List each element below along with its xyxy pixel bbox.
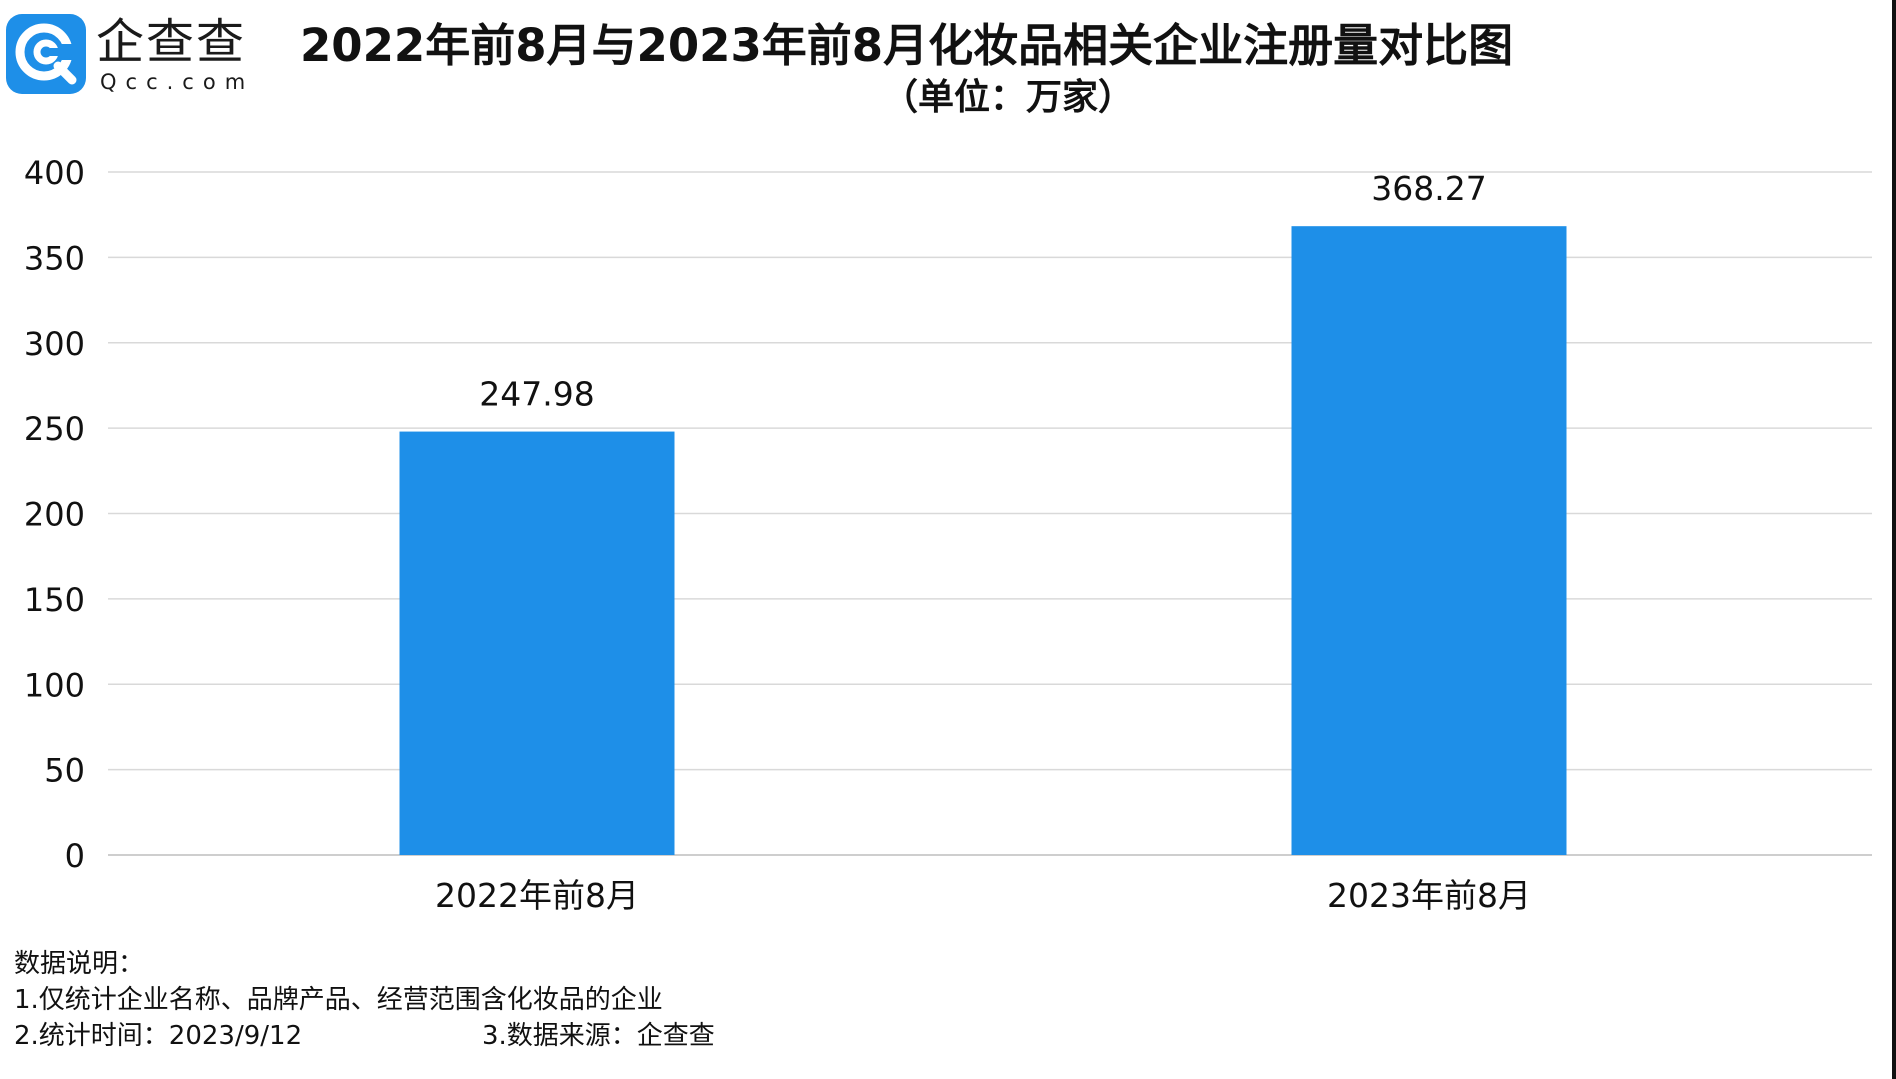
x-tick-label: 2022年前8月 xyxy=(435,876,639,915)
data-notes: 数据说明： 1.仅统计企业名称、品牌产品、经营范围含化妆品的企业 2.统计时间：… xyxy=(14,946,715,1054)
y-tick-label: 50 xyxy=(44,752,85,790)
y-tick-label: 150 xyxy=(24,581,85,619)
notes-line-3: 3.数据来源：企查查 xyxy=(482,1021,715,1051)
notes-line-2: 2.统计时间：2023/9/12 xyxy=(14,1021,303,1051)
bar xyxy=(399,431,675,855)
chart-title: 2022年前8月与2023年前8月化妆品相关企业注册量对比图 xyxy=(300,19,1514,72)
y-tick-label: 250 xyxy=(24,410,85,448)
brand-name: 企查查 xyxy=(96,14,247,70)
brand-domain: Qcc.com xyxy=(100,70,255,94)
y-tick-label: 0 xyxy=(65,837,85,875)
qcc-logo-icon xyxy=(15,23,77,85)
data-label: 368.27 xyxy=(1371,169,1486,208)
y-tick-label: 100 xyxy=(24,666,85,704)
qcc-logo xyxy=(6,14,86,94)
y-tick-label: 400 xyxy=(24,154,85,192)
bar xyxy=(1291,226,1567,856)
frame-edge xyxy=(1892,0,1896,1079)
notes-line-1: 1.仅统计企业名称、品牌产品、经营范围含化妆品的企业 xyxy=(14,985,663,1015)
chart-subtitle: （单位：万家） xyxy=(881,77,1134,118)
y-tick-label: 300 xyxy=(24,325,85,363)
y-tick-label: 200 xyxy=(24,496,85,534)
y-tick-label: 350 xyxy=(24,239,85,277)
notes-heading: 数据说明： xyxy=(14,949,145,979)
x-tick-label: 2023年前8月 xyxy=(1327,876,1531,915)
data-label: 247.98 xyxy=(479,375,594,414)
